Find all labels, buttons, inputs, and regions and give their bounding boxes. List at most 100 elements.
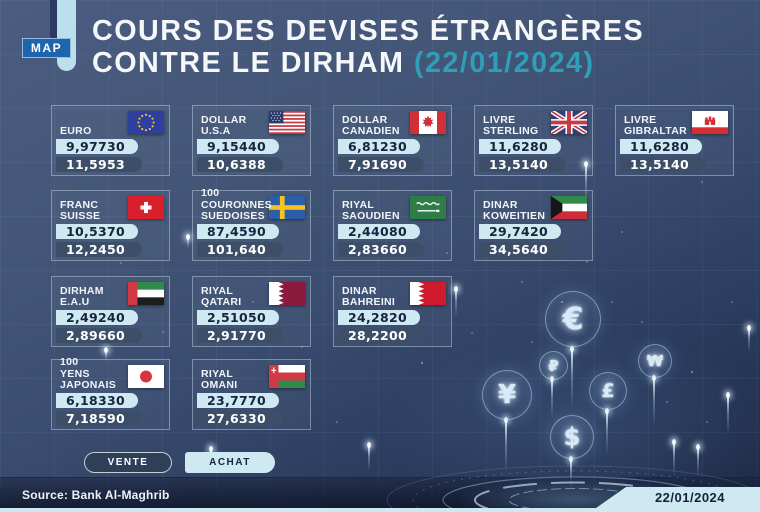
card-dollar-usa: DOLLAR U.S.A 9,15440 10,6388 — [192, 105, 311, 176]
currency-name: DOLLAR CANADIEN — [342, 113, 400, 138]
flag-gibraltar-icon — [692, 111, 728, 134]
achat-value: 2,51050 — [197, 310, 279, 325]
currency-name: DOLLAR U.S.A — [201, 113, 247, 138]
card-livre-sterling: LIVRE STERLING 11,6280 13,5140 — [474, 105, 593, 176]
card-yens-japonais: 100 YENS JAPONAIS 6,18330 7,18590 — [51, 355, 170, 430]
star-dot — [531, 341, 533, 343]
card-dinar-koweitien: DINAR KOWEITIEN 29,7420 34,5640 — [474, 190, 593, 261]
flag-oman-icon — [269, 365, 305, 388]
light-beam — [569, 456, 573, 491]
star-dot — [301, 346, 303, 348]
star-dot — [120, 262, 122, 264]
won-symbol-icon: ₩ — [638, 344, 672, 378]
yen-symbol-icon: ¥ — [482, 370, 532, 420]
map-logo: MAP — [22, 38, 71, 58]
flag-eu-icon — [128, 111, 164, 134]
light-beam — [550, 376, 554, 419]
page-title: COURS DES DEVISES ÉTRANGÈRES CONTRE LE D… — [92, 15, 644, 79]
currency-name: RIYAL QATARI — [201, 284, 242, 309]
achat-value: 6,18330 — [56, 393, 138, 408]
flag-usa-icon — [269, 111, 305, 134]
star-dot — [336, 421, 338, 423]
card-riyal-omani: RIYAL OMANI 23,7770 27,6330 — [192, 359, 311, 430]
flag-uk-icon — [551, 111, 587, 134]
light-beam — [605, 408, 609, 455]
footer-strip — [0, 508, 760, 512]
vente-value: 10,6388 — [197, 157, 283, 172]
map-logo-text: MAP — [30, 41, 63, 55]
card-riyal-qatari: RIYAL QATARI 2,51050 2,91770 — [192, 276, 311, 347]
light-beam — [454, 286, 458, 317]
flag-kuwait-icon — [551, 196, 587, 219]
currency-name: LIVRE STERLING — [483, 113, 539, 138]
vente-value: 2,91770 — [197, 328, 283, 343]
card-dinar-bahreini: DINAR BAHREINI 24,2820 28,2200 — [333, 276, 452, 347]
star-dot — [621, 231, 623, 233]
achat-value: 11,6280 — [620, 139, 702, 154]
currency-name: RIYAL OMANI — [201, 367, 238, 392]
card-livre-gibraltar: LIVRE GIBRALTAR 11,6280 13,5140 — [615, 105, 734, 176]
card-euro: EURO 9,97730 11,5953 — [51, 105, 170, 176]
achat-value: 87,4590 — [197, 224, 279, 239]
currency-name: 100 COURONNES SUEDOISES — [201, 186, 272, 223]
currency-name: FRANC SUISSE — [60, 198, 101, 223]
achat-value: 11,6280 — [479, 139, 561, 154]
light-beam — [747, 325, 751, 352]
achat-value: 29,7420 — [479, 224, 561, 239]
vente-value: 27,6330 — [197, 411, 283, 426]
star-dot — [471, 332, 473, 334]
star-dot — [641, 321, 643, 323]
star-dot — [731, 301, 733, 303]
currency-name: DINAR KOWEITIEN — [483, 198, 546, 223]
currency-name: DINAR BAHREINI — [342, 284, 396, 309]
currency-name: 100 YENS JAPONAIS — [60, 355, 117, 392]
light-beam — [652, 375, 656, 426]
card-franc-suisse: FRANC SUISSE 10,5370 12,2450 — [51, 190, 170, 261]
achat-value: 23,7770 — [197, 393, 279, 408]
flag-sweden-icon — [269, 196, 305, 219]
vente-value: 2,89660 — [56, 328, 142, 343]
star-dot — [586, 261, 588, 263]
achat-value: 9,97730 — [56, 139, 138, 154]
light-beam — [584, 161, 588, 206]
currency-name: DIRHAM E.A.U — [60, 284, 104, 309]
vente-value: 11,5953 — [56, 157, 142, 172]
light-beam — [367, 442, 371, 471]
flag-japan-icon — [128, 365, 164, 388]
euro-symbol-icon: € — [545, 291, 601, 347]
flag-switzerland-icon — [128, 196, 164, 219]
light-beam — [104, 347, 108, 362]
dollar-symbol-icon: $ — [550, 415, 594, 459]
light-beam — [504, 417, 508, 474]
achat-value: 2,44080 — [338, 224, 420, 239]
light-beam — [672, 439, 676, 476]
flag-saudi-arabia-icon — [410, 196, 446, 219]
vente-value: 12,2450 — [56, 242, 142, 257]
currency-name: EURO — [60, 125, 92, 138]
star-dot — [701, 181, 703, 183]
achat-value: 6,81230 — [338, 139, 420, 154]
flag-qatar-icon — [269, 282, 305, 305]
vente-value: 7,18590 — [56, 411, 142, 426]
achat-value: 10,5370 — [56, 224, 138, 239]
vente-value: 2,83660 — [338, 242, 424, 257]
ruble-symbol-icon: ₽ — [539, 351, 568, 380]
logo-dark-stripe — [50, 0, 57, 58]
star-dot — [446, 252, 448, 254]
title-line1: COURS DES DEVISES ÉTRANGÈRES — [92, 15, 645, 47]
card-riyal-saoudien: RIYAL SAOUDIEN 2,44080 2,83660 — [333, 190, 452, 261]
footer-date-text: 22/01/2024 — [654, 490, 726, 505]
title-line2: CONTRE LE DIRHAM (22/01/2024) — [92, 47, 595, 79]
light-beam — [696, 444, 700, 477]
legend-vente-button[interactable]: VENTE — [84, 452, 172, 473]
light-beam — [186, 234, 190, 249]
light-beam — [570, 346, 574, 409]
star-dot — [706, 421, 708, 423]
legend-achat-button[interactable]: ACHAT — [185, 452, 275, 473]
achat-value: 24,2820 — [338, 310, 420, 325]
achat-value: 2,49240 — [56, 310, 138, 325]
footer-date-badge: 22/01/2024 — [596, 487, 760, 508]
card-dollar-canadien: DOLLAR CANADIEN 6,81230 7,91690 — [333, 105, 452, 176]
card-couronnes-suedoises: 100 COURONNES SUEDOISES 87,4590 101,640 — [192, 186, 311, 261]
vente-value: 13,5140 — [479, 157, 565, 172]
